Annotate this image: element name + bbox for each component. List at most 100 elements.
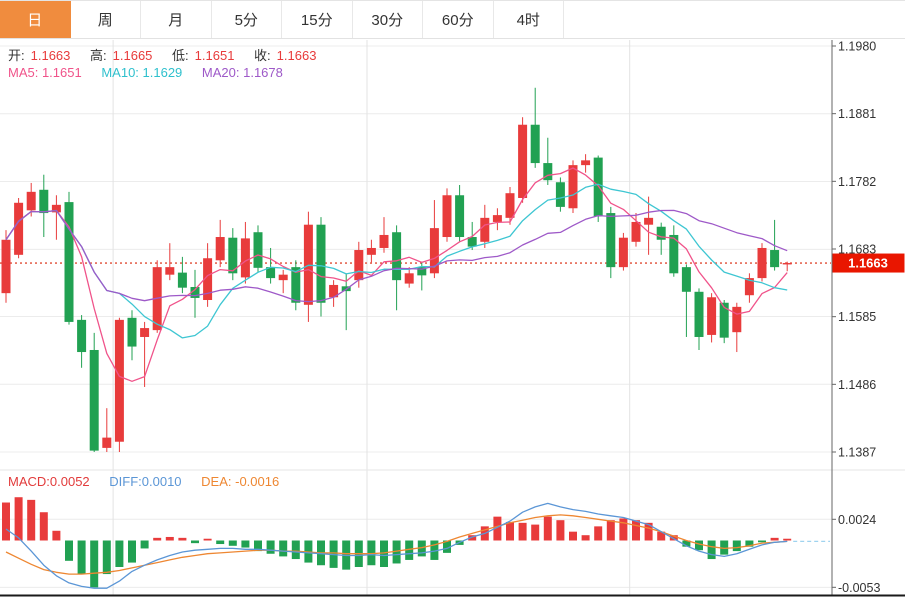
macd-legend: MACD:0.0052 DIFF:0.0010 DEA: -0.0016 — [8, 474, 285, 489]
tab-15min[interactable]: 15分 — [282, 1, 353, 38]
candle-body[interactable] — [530, 124, 540, 164]
candle-body[interactable] — [354, 250, 364, 281]
candle-body[interactable] — [253, 232, 263, 268]
candle-body[interactable] — [64, 202, 74, 322]
candle-body[interactable] — [505, 193, 515, 218]
candle-body[interactable] — [177, 272, 187, 288]
candle-body[interactable] — [593, 157, 603, 217]
candle-body[interactable] — [694, 291, 704, 337]
tab-5min[interactable]: 5分 — [211, 1, 282, 38]
tab-week[interactable]: 周 — [70, 1, 141, 38]
macd-histogram-bar — [228, 540, 237, 546]
macd-histogram-bar — [720, 540, 729, 555]
tab-60min[interactable]: 60分 — [423, 1, 494, 38]
price-axis-label: 1.1387 — [838, 446, 876, 460]
ma20-legend-value: MA20: 1.1678 — [201, 65, 283, 80]
candle-body[interactable] — [568, 165, 578, 209]
candle-body[interactable] — [429, 228, 439, 274]
macd-histogram-bar — [417, 540, 426, 557]
macd-histogram-bar — [203, 538, 212, 541]
candle-body[interactable] — [719, 302, 729, 338]
candle-body[interactable] — [757, 247, 767, 279]
macd-histogram-bar — [543, 516, 552, 541]
candle-body[interactable] — [417, 267, 427, 276]
candle-body[interactable] — [606, 213, 616, 268]
ma10-line — [5, 183, 788, 339]
candle-body[interactable] — [404, 273, 414, 284]
price-axis-label: 1.1980 — [838, 40, 876, 54]
candle-body[interactable] — [190, 286, 200, 298]
candle-body[interactable] — [379, 234, 389, 248]
candle-body[interactable] — [77, 319, 87, 353]
macd-histogram-bar — [241, 540, 250, 548]
macd-histogram-bar — [191, 540, 199, 544]
candle-body[interactable] — [102, 437, 112, 448]
candle-body[interactable] — [681, 267, 691, 292]
candle-body[interactable] — [316, 224, 326, 303]
candle-body[interactable] — [278, 274, 288, 281]
candle-body[interactable] — [656, 226, 666, 240]
macd-histogram-bar — [619, 518, 628, 541]
candle-body[interactable] — [228, 237, 238, 274]
candle-body[interactable] — [480, 217, 490, 242]
macd-histogram-bar — [518, 522, 527, 541]
candle-body[interactable] — [203, 258, 213, 301]
candle-body[interactable] — [266, 267, 276, 279]
macd-histogram-bar — [443, 540, 451, 553]
candle-body[interactable] — [442, 195, 452, 238]
candle-body[interactable] — [14, 202, 24, 255]
candle-body[interactable] — [543, 163, 553, 181]
tab-month[interactable]: 月 — [141, 1, 212, 38]
candle-body[interactable] — [492, 215, 502, 222]
candle-body[interactable] — [732, 306, 742, 333]
ma5-legend-value: MA5: 1.1651 — [8, 65, 82, 80]
candle-body[interactable] — [455, 195, 465, 238]
macd-histogram-bar — [65, 540, 73, 561]
candle-body[interactable] — [39, 189, 49, 214]
macd-histogram-bar — [695, 540, 703, 551]
candle-body[interactable] — [114, 319, 124, 442]
macd-histogram-bar — [27, 499, 36, 541]
candle-body[interactable] — [744, 278, 754, 296]
candle-body[interactable] — [644, 217, 654, 225]
macd-histogram-bar — [380, 540, 388, 567]
candle-body[interactable] — [366, 247, 376, 255]
candle-body[interactable] — [329, 284, 339, 298]
tab-30min[interactable]: 30分 — [352, 1, 423, 38]
candle-body[interactable] — [631, 221, 641, 242]
open-value: 1.1663 — [30, 48, 71, 63]
candle-body[interactable] — [51, 204, 61, 213]
candle-body[interactable] — [140, 328, 150, 337]
tab-day[interactable]: 日 — [0, 1, 71, 38]
price-axis-label: 1.1782 — [838, 175, 876, 189]
candle-body[interactable] — [215, 237, 225, 261]
current-price-badge-value: 1.1663 — [848, 256, 888, 271]
candle-body[interactable] — [165, 267, 175, 275]
macd-histogram-bar — [128, 540, 136, 563]
candle-body[interactable] — [555, 182, 565, 207]
macd-histogram-bar — [178, 537, 187, 541]
candle-body[interactable] — [707, 297, 717, 335]
macd-histogram-bar — [745, 540, 754, 547]
candle-body[interactable] — [1, 239, 11, 294]
candle-body[interactable] — [240, 238, 250, 278]
candle-body[interactable] — [291, 267, 301, 303]
macd-axis-label: -0.0053 — [838, 581, 880, 595]
candle-body[interactable] — [518, 124, 528, 198]
macd-histogram-bar — [581, 535, 590, 541]
tab-4hour[interactable]: 4时 — [493, 1, 564, 38]
candle-body[interactable] — [467, 237, 477, 247]
candle-body[interactable] — [127, 317, 137, 347]
candle-body[interactable] — [89, 349, 99, 451]
candle-body[interactable] — [392, 232, 402, 281]
candle-body[interactable] — [26, 191, 36, 211]
candle-body[interactable] — [669, 234, 679, 274]
macd-histogram-bar — [52, 530, 61, 541]
macd-histogram-bar — [216, 540, 225, 545]
candle-body[interactable] — [618, 237, 628, 268]
candle-body[interactable] — [770, 250, 780, 268]
candle-body[interactable] — [581, 160, 591, 166]
candle-body[interactable] — [782, 263, 792, 265]
